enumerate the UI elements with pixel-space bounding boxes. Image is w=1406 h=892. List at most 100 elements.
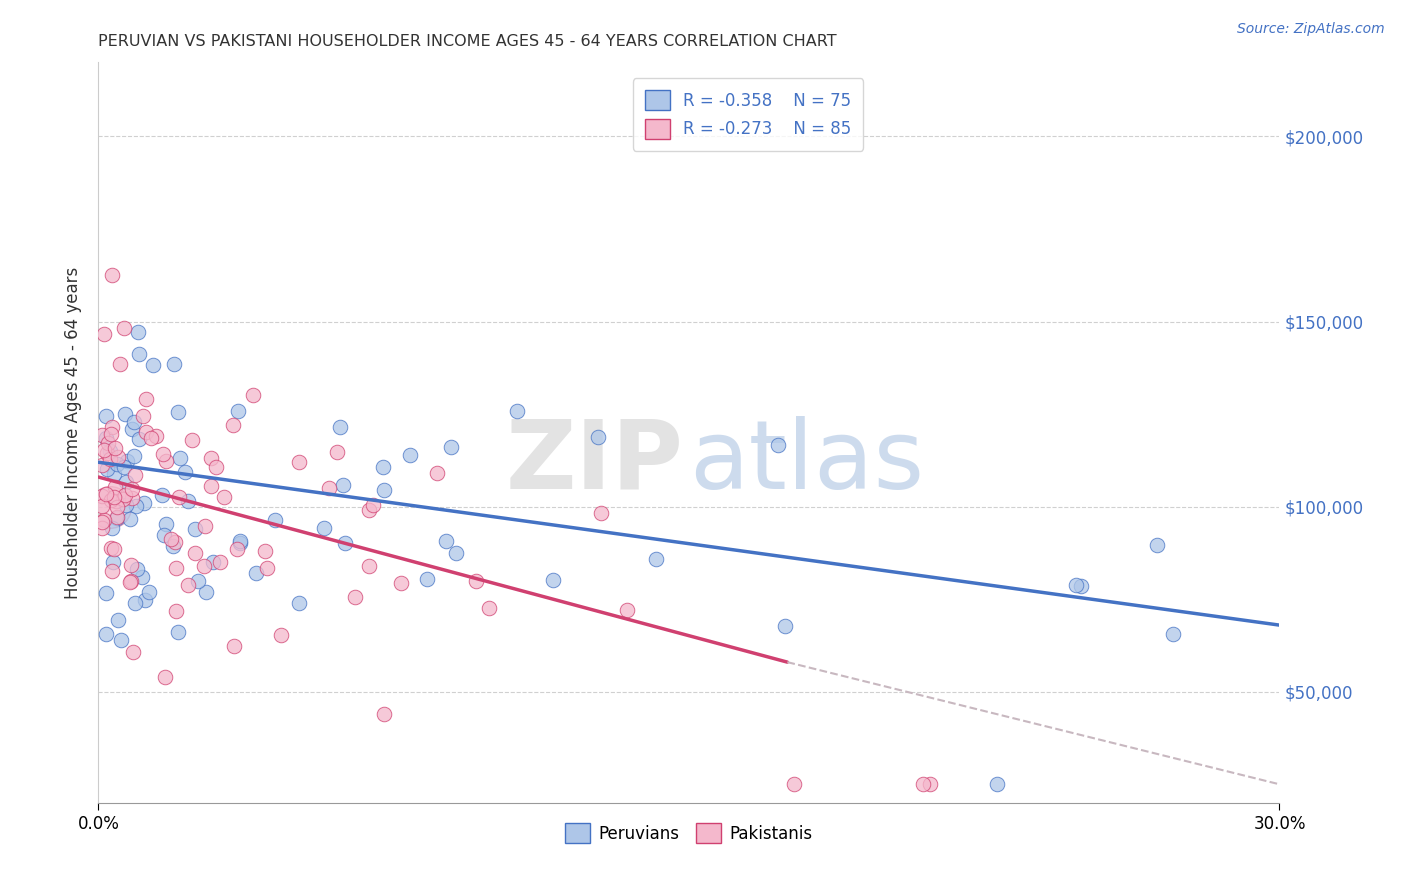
- Point: [332, 478, 354, 492]
- Point: [434, 534, 457, 549]
- Point: [162, 539, 184, 553]
- Point: [918, 777, 941, 791]
- Point: [105, 509, 128, 524]
- Point: [100, 493, 122, 508]
- Point: [229, 534, 252, 549]
- Point: [253, 544, 276, 558]
- Point: [167, 490, 190, 504]
- Point: [242, 387, 264, 401]
- Point: [122, 450, 145, 464]
- Point: [1161, 627, 1184, 641]
- Point: [91, 458, 114, 472]
- Point: [359, 558, 381, 573]
- Point: [98, 451, 121, 466]
- Point: [167, 624, 190, 639]
- Point: [105, 500, 128, 515]
- Text: Source: ZipAtlas.com: Source: ZipAtlas.com: [1237, 22, 1385, 37]
- Point: [986, 777, 1008, 791]
- Point: [426, 466, 449, 480]
- Point: [783, 777, 806, 791]
- Text: PERUVIAN VS PAKISTANI HOUSEHOLDER INCOME AGES 45 - 64 YEARS CORRELATION CHART: PERUVIAN VS PAKISTANI HOUSEHOLDER INCOME…: [98, 34, 837, 49]
- Point: [124, 499, 146, 513]
- Point: [122, 415, 145, 429]
- Point: [91, 489, 114, 503]
- Point: [127, 325, 149, 339]
- Point: [96, 431, 118, 445]
- Point: [120, 574, 142, 589]
- Point: [160, 533, 183, 547]
- Point: [120, 574, 142, 589]
- Point: [200, 479, 222, 493]
- Point: [105, 493, 128, 508]
- Point: [344, 590, 367, 604]
- Point: [1064, 578, 1087, 592]
- Point: [103, 480, 125, 494]
- Point: [96, 627, 118, 641]
- Point: [131, 570, 153, 584]
- Point: [96, 586, 118, 600]
- Point: [194, 584, 217, 599]
- Point: [588, 430, 610, 444]
- Point: [1146, 538, 1168, 552]
- Point: [373, 707, 395, 722]
- Point: [264, 513, 287, 527]
- Point: [107, 457, 129, 471]
- Point: [371, 460, 394, 475]
- Point: [105, 511, 128, 525]
- Point: [115, 475, 138, 489]
- Point: [135, 425, 157, 439]
- Point: [155, 517, 177, 532]
- Point: [139, 431, 162, 445]
- Point: [110, 632, 132, 647]
- Point: [125, 561, 148, 575]
- Point: [222, 418, 245, 433]
- Point: [115, 454, 138, 468]
- Point: [96, 462, 118, 476]
- Point: [122, 645, 145, 659]
- Point: [389, 575, 412, 590]
- Point: [204, 459, 226, 474]
- Point: [142, 359, 165, 373]
- Point: [101, 420, 124, 434]
- Point: [124, 467, 146, 482]
- Point: [100, 541, 122, 555]
- Point: [183, 522, 205, 536]
- Point: [108, 357, 131, 371]
- Point: [333, 536, 356, 550]
- Point: [446, 546, 468, 560]
- Point: [357, 503, 380, 517]
- Point: [112, 320, 135, 334]
- Point: [226, 541, 249, 556]
- Point: [91, 515, 114, 529]
- Point: [326, 445, 349, 459]
- Point: [150, 488, 173, 502]
- Y-axis label: Householder Income Ages 45 - 64 years: Householder Income Ages 45 - 64 years: [65, 267, 83, 599]
- Point: [165, 604, 187, 618]
- Point: [165, 534, 187, 549]
- Point: [101, 555, 124, 569]
- Point: [103, 467, 125, 481]
- Point: [101, 564, 124, 578]
- Point: [97, 436, 120, 450]
- Point: [135, 392, 157, 406]
- Point: [93, 443, 115, 458]
- Point: [121, 491, 143, 506]
- Point: [101, 521, 124, 535]
- Point: [256, 561, 278, 575]
- Point: [91, 500, 114, 514]
- Point: [103, 490, 125, 504]
- Point: [98, 500, 121, 514]
- Point: [165, 561, 187, 575]
- Point: [96, 409, 118, 423]
- Point: [94, 487, 117, 501]
- Legend: Peruvians, Pakistanis: Peruvians, Pakistanis: [558, 816, 820, 850]
- Point: [93, 326, 115, 341]
- Point: [212, 491, 235, 505]
- Point: [128, 432, 150, 446]
- Point: [163, 357, 186, 371]
- Point: [120, 558, 142, 573]
- Point: [543, 573, 565, 587]
- Point: [96, 446, 118, 460]
- Point: [202, 555, 225, 569]
- Point: [169, 450, 191, 465]
